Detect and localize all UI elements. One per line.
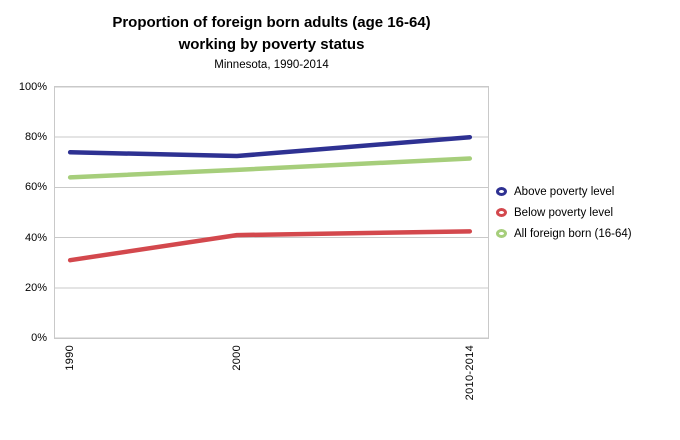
legend-label: Above poverty level (514, 185, 615, 198)
legend-label: All foreign born (16-64) (514, 227, 632, 240)
chart-title-line1: Proportion of foreign born adults (age 1… (112, 14, 431, 31)
legend-marker-icon (496, 229, 507, 238)
x-tick-label: 1990 (64, 345, 77, 371)
legend-label: Below poverty level (514, 206, 614, 219)
legend-item: Below poverty level (496, 205, 632, 220)
y-tick-label: 60% (24, 181, 47, 194)
chart-header: Proportion of foreign born adults (age 1… (0, 12, 543, 71)
y-tick-label: 20% (24, 281, 47, 294)
y-tick-label: 100% (18, 81, 47, 93)
legend: Above poverty level Below poverty level Al… (496, 184, 632, 247)
legend-marker-icon (496, 187, 507, 196)
legend-item: All foreign born (16-64) (496, 226, 632, 241)
x-tick-label: 2000 (230, 345, 243, 371)
chart-subtitle: Minnesota, 1990-2014 (214, 59, 329, 71)
y-tick-label: 0% (31, 332, 47, 344)
x-tick-label: 2010-2014 (463, 345, 476, 401)
y-tick-label: 80% (24, 131, 47, 144)
series-line-0 (67, 134, 473, 159)
y-tick-label: 40% (24, 231, 47, 244)
chart-title-line2: working by poverty status (178, 36, 365, 53)
legend-marker-icon (496, 208, 507, 217)
series-line-2 (67, 156, 473, 180)
series-line-1 (67, 229, 473, 263)
plot-svg (55, 87, 488, 338)
plot-area (54, 86, 489, 339)
legend-item: Above poverty level (496, 184, 632, 199)
